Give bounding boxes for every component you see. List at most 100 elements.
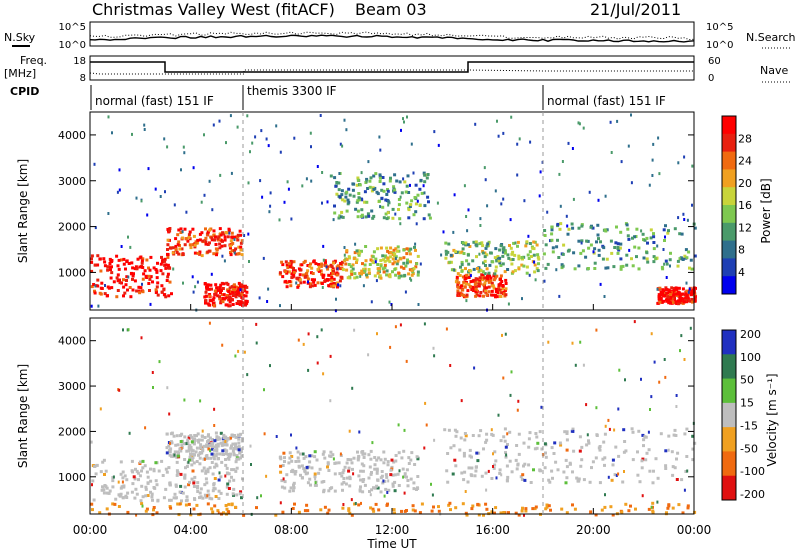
power-cell xyxy=(460,250,464,254)
velocity-cell xyxy=(204,495,208,499)
power-cell xyxy=(184,237,188,241)
velocity-cell xyxy=(288,456,292,460)
power-cell xyxy=(682,300,686,304)
power-cell xyxy=(229,298,233,302)
power-cell xyxy=(604,229,608,233)
power-cell xyxy=(234,292,238,296)
velocity-cell xyxy=(104,469,108,473)
power-cell xyxy=(660,300,664,304)
power-cell xyxy=(361,198,364,202)
velocity-cell xyxy=(349,458,353,462)
velocity-cell xyxy=(90,502,94,506)
power-cell xyxy=(690,267,694,271)
power-cell xyxy=(423,191,426,195)
velocity-cell xyxy=(206,502,210,506)
power-cell xyxy=(334,309,337,313)
velocity-cell xyxy=(519,475,523,479)
velocity-cell xyxy=(470,466,474,470)
velocity-cell xyxy=(92,498,96,502)
power-cell xyxy=(135,196,138,200)
power-cell xyxy=(551,250,555,254)
velocity-cell xyxy=(292,483,295,487)
velocity-cell xyxy=(165,446,169,450)
velocity-cell xyxy=(203,483,207,487)
power-cell xyxy=(221,300,225,304)
velocity-cell xyxy=(497,413,500,417)
velocity-cell xyxy=(215,452,219,456)
power-cell xyxy=(237,287,241,290)
power-cell xyxy=(337,181,341,185)
power-cell xyxy=(393,190,397,194)
power-cell xyxy=(479,224,482,227)
velocity-cell xyxy=(649,408,651,411)
velocity-cell xyxy=(487,469,490,473)
power-cell xyxy=(543,234,547,237)
power-cell xyxy=(220,293,224,297)
power-cell xyxy=(183,227,187,231)
velocity-cell xyxy=(146,481,150,485)
velocity-cell xyxy=(235,454,239,458)
velocity-cell xyxy=(686,469,689,473)
power-cell xyxy=(478,279,482,283)
power-cell xyxy=(480,241,484,245)
power-cell xyxy=(337,216,341,220)
power-cell xyxy=(463,184,466,188)
power-colorbar-swatch xyxy=(722,151,736,170)
velocity-cell xyxy=(279,470,283,474)
power-cell xyxy=(226,235,230,239)
power-cell xyxy=(214,247,218,251)
power-cell xyxy=(307,280,309,284)
power-cell xyxy=(312,260,316,264)
velocity-cell xyxy=(314,477,317,481)
velocity-cell xyxy=(281,464,285,467)
power-cell xyxy=(385,217,389,221)
power-cell xyxy=(591,226,595,230)
power-cell xyxy=(141,290,145,294)
velocity-cell xyxy=(140,484,144,488)
power-cell xyxy=(582,126,585,130)
power-cell xyxy=(109,268,112,272)
velocity-cell xyxy=(367,476,371,480)
velocity-cell xyxy=(193,453,196,457)
power-cell xyxy=(185,210,188,214)
velocity-cell xyxy=(302,467,306,471)
power-cell xyxy=(223,235,227,239)
power-cell xyxy=(379,148,382,152)
power-cell xyxy=(557,256,561,259)
power-cell xyxy=(374,172,378,176)
power-cell xyxy=(325,278,329,281)
power-cell xyxy=(194,241,198,245)
velocity-cell xyxy=(151,498,154,502)
power-cell xyxy=(544,266,548,270)
velocity-cell xyxy=(420,502,424,506)
velocity-cell xyxy=(189,452,192,456)
power-cell xyxy=(244,294,248,298)
power-cell xyxy=(410,278,413,282)
velocity-cell xyxy=(208,321,211,325)
power-cell xyxy=(592,250,595,254)
power-cell xyxy=(499,278,502,282)
power-cell xyxy=(320,282,324,285)
power-cell xyxy=(483,281,487,285)
velocity-cell xyxy=(391,484,395,488)
velocity-cell xyxy=(691,447,695,451)
power-cell xyxy=(381,205,385,209)
velocity-cell xyxy=(572,449,576,453)
power-cell xyxy=(481,251,485,255)
velocity-cell xyxy=(176,443,180,447)
velocity-cell xyxy=(122,484,126,488)
power-cell xyxy=(236,252,240,256)
date-label: 21/Jul/2011 xyxy=(590,0,681,19)
power-cell xyxy=(571,147,574,150)
velocity-cell xyxy=(299,452,302,456)
power-cell xyxy=(641,232,645,236)
power-cell xyxy=(246,114,249,118)
velocity-cell xyxy=(389,473,393,477)
power-cell xyxy=(225,141,227,145)
velocity-cell xyxy=(186,438,190,442)
power-cell xyxy=(238,302,242,306)
power-cell xyxy=(233,291,237,294)
velocity-cell xyxy=(375,471,379,475)
velocity-cell xyxy=(217,478,221,482)
velocity-cell xyxy=(168,483,172,487)
